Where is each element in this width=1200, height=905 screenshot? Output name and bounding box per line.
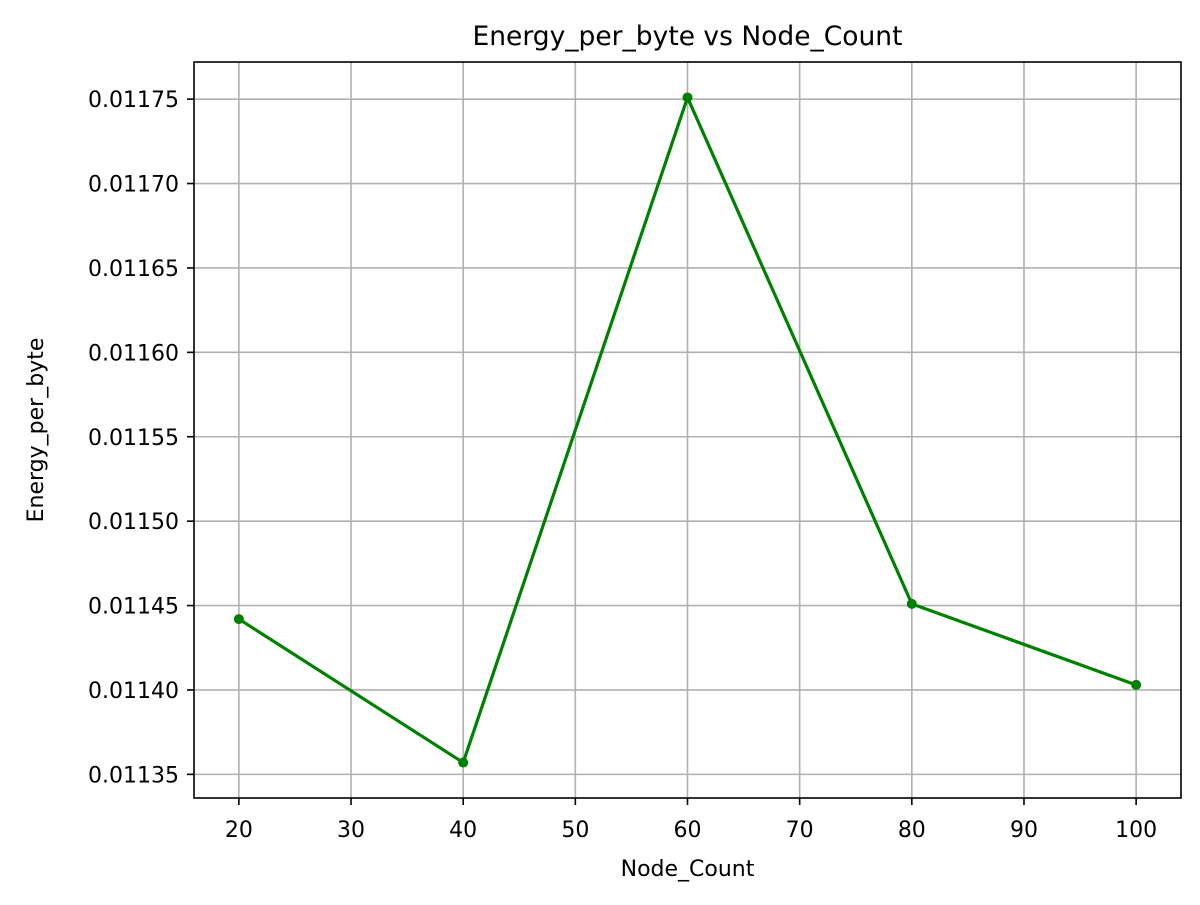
x-tick-label: 50 xyxy=(561,818,589,843)
data-point xyxy=(458,757,469,768)
grid-lines xyxy=(194,62,1181,798)
x-axis-ticks: 20 30 40 50 60 70 80 90 100 xyxy=(225,798,1157,843)
y-tick-label: 0.01165 xyxy=(88,257,179,282)
x-tick-label: 60 xyxy=(674,818,702,843)
y-tick-label: 0.01140 xyxy=(88,679,179,704)
y-axis-ticks: 0.01135 0.01140 0.01145 0.01150 0.01155 0.011… xyxy=(88,88,194,788)
data-point xyxy=(233,614,244,625)
y-tick-label: 0.01155 xyxy=(88,426,179,451)
y-tick-label: 0.01150 xyxy=(88,510,179,535)
data-point xyxy=(1131,679,1142,690)
data-point xyxy=(906,598,917,609)
y-tick-label: 0.01160 xyxy=(88,341,179,366)
y-tick-label: 0.01170 xyxy=(88,173,179,198)
x-tick-label: 20 xyxy=(225,818,253,843)
x-tick-label: 100 xyxy=(1115,818,1157,843)
y-tick-label: 0.01135 xyxy=(88,763,179,788)
y-tick-label: 0.01145 xyxy=(88,595,179,620)
y-axis-label: Energy_per_byte xyxy=(24,338,49,523)
x-tick-label: 80 xyxy=(898,818,926,843)
x-tick-label: 40 xyxy=(449,818,477,843)
y-tick-label: 0.01175 xyxy=(88,88,179,113)
x-tick-label: 30 xyxy=(337,818,365,843)
data-point xyxy=(682,92,693,103)
chart-title: Energy_per_byte vs Node_Count xyxy=(473,21,903,52)
series-layer xyxy=(233,92,1142,768)
x-tick-label: 70 xyxy=(786,818,814,843)
x-tick-label: 90 xyxy=(1010,818,1038,843)
x-axis-label: Node_Count xyxy=(621,857,755,882)
